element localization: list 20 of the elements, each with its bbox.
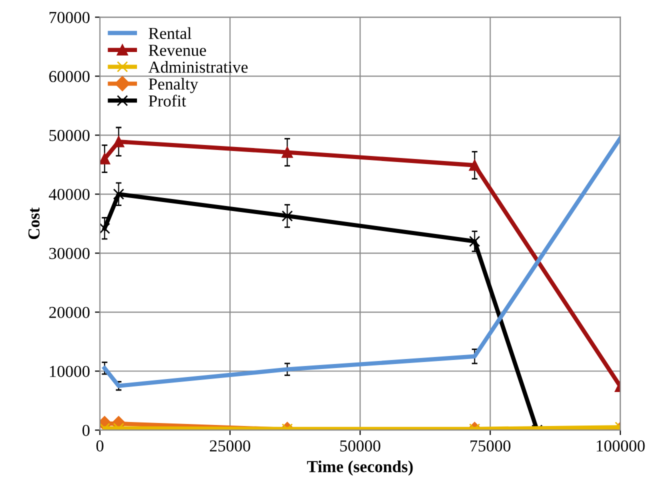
y-tick-label: 70000 [50,12,90,24]
y-tick-label: 10000 [50,366,90,378]
legend-label: Profit [148,94,186,107]
x-tick-label: 50000 [340,440,380,452]
y-tick-label: 30000 [49,248,90,260]
y-tick-label: 60000 [49,70,90,82]
y-tick-label: 40000 [48,188,90,200]
x-tick-label: 75000 [470,440,510,452]
y-tick-label: 20000 [49,306,90,318]
y-tick-label: 0 [82,424,90,436]
legend-label: Rental [148,27,192,40]
x-tick-label: 0 [96,440,104,452]
legend-label: Penalty [148,78,198,94]
legend-label: Revenue [148,44,206,56]
x-tick-label: 25000 [210,440,250,452]
y-axis-title: Cost [28,208,40,240]
x-axis-title: Time (seconds) [307,460,413,476]
y-tick-label: 50000 [49,130,90,142]
x-tick-label: 100000 [596,440,645,452]
legend-label: Administrative [148,61,248,73]
